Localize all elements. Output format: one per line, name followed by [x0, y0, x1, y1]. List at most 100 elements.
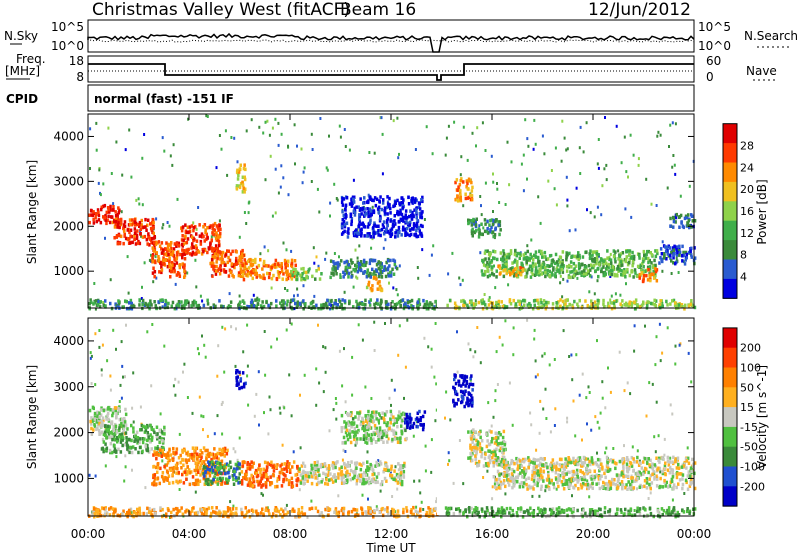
heatmap-cell	[119, 440, 123, 444]
heatmap-cell	[340, 259, 343, 263]
heatmap-cell	[410, 227, 414, 231]
heatmap-cell	[371, 288, 374, 292]
heatmap-cell	[336, 460, 339, 464]
heatmap-cell	[634, 298, 638, 302]
heatmap-cell	[379, 489, 382, 493]
heatmap-cell	[609, 275, 612, 278]
heatmap-cell	[174, 463, 178, 468]
heatmap-cell	[412, 227, 415, 231]
heatmap-cell	[568, 251, 571, 256]
heatmap-cell	[652, 272, 655, 276]
heatmap-cell	[127, 437, 131, 442]
heatmap-cell	[636, 264, 640, 269]
heatmap-cell	[326, 482, 330, 486]
heatmap-cell	[482, 300, 486, 304]
heatmap-cell	[480, 222, 483, 226]
heatmap-cell	[160, 474, 164, 479]
heatmap-cell	[376, 432, 380, 436]
heatmap-cell	[112, 205, 115, 209]
heatmap-cell	[156, 462, 159, 467]
heatmap-cell	[236, 467, 239, 471]
heatmap-cell	[371, 477, 374, 482]
heatmap-cell	[576, 276, 579, 280]
freq-panel-frame	[87, 55, 695, 83]
heatmap-cell	[174, 377, 177, 381]
heatmap-cell	[171, 163, 174, 167]
heatmap-cell	[221, 479, 224, 484]
heatmap-cell	[363, 428, 366, 433]
heatmap-cell	[517, 270, 520, 274]
heatmap-cell	[542, 303, 545, 307]
heatmap-cell	[687, 213, 690, 217]
heatmap-cell	[650, 261, 653, 265]
heatmap-cell	[158, 435, 162, 440]
heatmap-cell	[195, 247, 198, 251]
heatmap-cell	[242, 270, 245, 274]
heatmap-cell	[104, 299, 107, 303]
heatmap-cell	[245, 267, 248, 272]
heatmap-cell	[467, 177, 471, 181]
cpid-value: normal (fast) -151 IF	[94, 92, 234, 106]
heatmap-cell	[100, 205, 103, 209]
heatmap-cell	[659, 359, 662, 363]
heatmap-cell	[599, 257, 603, 261]
heatmap-cell	[210, 465, 214, 470]
heatmap-cell	[280, 304, 283, 308]
heatmap-cell	[119, 222, 123, 227]
heatmap-cell	[148, 438, 151, 442]
heatmap-cell	[581, 255, 585, 259]
heatmap-cell	[674, 261, 677, 266]
heatmap-cell	[92, 211, 96, 216]
heatmap-cell	[321, 462, 324, 467]
heatmap-cell	[618, 268, 622, 272]
heatmap-cell	[303, 373, 306, 377]
heatmap-cell	[194, 244, 198, 248]
heatmap-cell	[337, 472, 340, 476]
heatmap-cell	[674, 215, 678, 220]
heatmap-cell	[512, 353, 515, 357]
heatmap-cell	[373, 432, 376, 437]
heatmap-cell	[296, 144, 298, 148]
heatmap-cell	[470, 223, 474, 227]
heatmap-cell	[389, 219, 392, 223]
heatmap-cell	[669, 224, 672, 228]
heatmap-cell	[276, 270, 280, 274]
heatmap-cell	[551, 302, 555, 306]
heatmap-cell	[483, 218, 487, 222]
heatmap-cell	[154, 260, 157, 265]
heatmap-cell	[149, 433, 152, 437]
heatmap-cell	[120, 340, 123, 344]
heatmap-cell	[467, 385, 471, 389]
heatmap-cell	[660, 252, 664, 256]
heatmap-cell	[128, 241, 132, 245]
heatmap-cell	[175, 261, 179, 265]
heatmap-cell	[373, 472, 376, 476]
heatmap-cell	[212, 255, 215, 259]
heatmap-cell	[677, 303, 681, 307]
heatmap-cell	[170, 252, 174, 257]
heatmap-cell	[217, 243, 221, 248]
heatmap-cell	[332, 408, 335, 412]
heatmap-cell	[419, 422, 422, 427]
heatmap-cell	[512, 298, 515, 303]
heatmap-cell	[210, 261, 213, 265]
heatmap-cell	[120, 421, 123, 426]
heatmap-cell	[558, 270, 561, 275]
heatmap-cell	[596, 162, 599, 166]
heatmap-cell	[597, 166, 600, 170]
heatmap-cell	[259, 252, 262, 256]
heatmap-cell	[201, 451, 204, 455]
heatmap-cell	[112, 428, 115, 433]
heatmap-cell	[152, 464, 156, 469]
heatmap-cell	[337, 261, 340, 265]
heatmap-cell	[245, 222, 248, 225]
heatmap-cell	[103, 215, 107, 220]
heatmap-cell	[211, 231, 214, 235]
heatmap-cell	[236, 168, 239, 173]
heatmap-cell	[222, 260, 226, 265]
heatmap-cell	[674, 122, 677, 126]
heatmap-cell	[217, 267, 221, 271]
heatmap-cell	[362, 263, 366, 268]
heatmap-cell	[351, 216, 354, 220]
heatmap-cell	[141, 285, 143, 289]
